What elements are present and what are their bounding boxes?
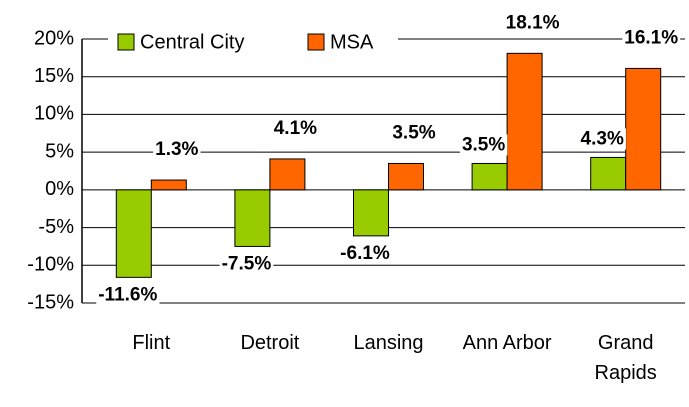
bar — [234, 189, 271, 247]
legend-label: MSA — [330, 31, 374, 53]
legend-label: Central City — [140, 31, 244, 53]
data-label-bg — [153, 139, 201, 161]
data-label: 4.3% — [581, 128, 624, 149]
data-label: -6.1% — [340, 243, 390, 264]
data-label: 3.5% — [462, 134, 505, 155]
y-tick-label: -5% — [38, 216, 74, 238]
x-tick-label: Detroit — [240, 332, 300, 354]
data-label: 4.1% — [274, 118, 317, 139]
y-tick-label: 10% — [34, 103, 74, 125]
y-tick-label: 0% — [45, 178, 74, 200]
data-label: 3.5% — [392, 122, 435, 143]
bar — [115, 189, 152, 278]
y-tick-label: 5% — [45, 140, 74, 162]
legend-swatch — [307, 33, 325, 51]
bar — [269, 158, 306, 191]
y-tick-label: -15% — [27, 291, 74, 313]
x-tick-label: Ann Arbor — [462, 332, 552, 354]
y-tick-label: 15% — [34, 65, 74, 87]
data-label-bg — [338, 242, 392, 264]
x-tick-label: Lansing — [353, 332, 424, 354]
data-label-bg — [390, 122, 438, 144]
data-label: 16.1% — [624, 27, 678, 48]
data-label: -11.6% — [98, 284, 157, 305]
y-tick-label: 20% — [34, 27, 74, 49]
bar — [353, 189, 389, 237]
data-label-bg — [219, 253, 274, 275]
bar — [590, 156, 627, 191]
bar — [625, 67, 662, 191]
data-label: -7.5% — [222, 253, 272, 274]
data-label-bg — [271, 117, 320, 139]
data-label-bg — [503, 12, 562, 34]
data-label-bg — [578, 128, 626, 150]
data-label-bg — [459, 134, 508, 156]
y-tick-label: -10% — [27, 254, 74, 276]
bar — [471, 162, 508, 191]
legend-swatch — [117, 33, 135, 51]
data-label-bg — [96, 284, 160, 306]
data-label-bg — [622, 27, 681, 49]
data-label: 18.1% — [506, 12, 560, 33]
legend-bg — [108, 28, 398, 56]
data-label: 1.3% — [155, 139, 198, 160]
bar — [506, 52, 543, 191]
bar — [388, 162, 424, 191]
bar — [150, 179, 187, 191]
x-tick-label: Grand Rapids — [594, 332, 657, 384]
x-tick-label: Flint — [132, 332, 171, 354]
